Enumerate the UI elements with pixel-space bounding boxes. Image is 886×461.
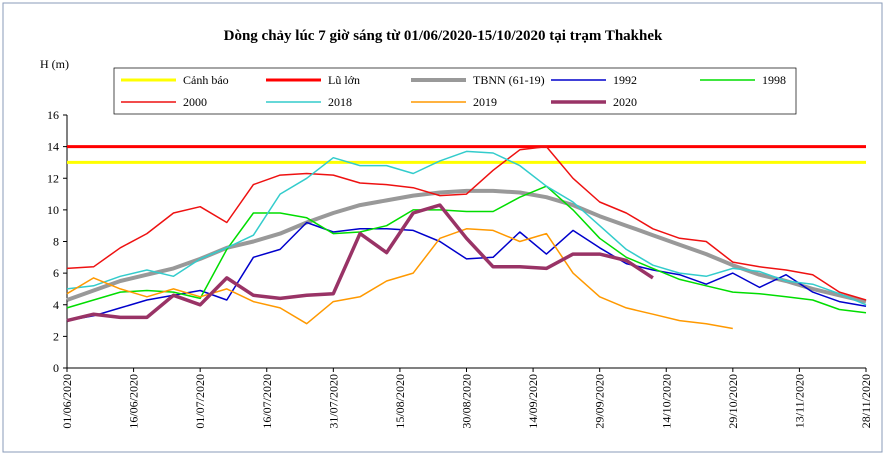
chart-title: Dòng chảy lúc 7 giờ sáng từ 01/06/2020-1… bbox=[224, 28, 663, 44]
series-line bbox=[66, 145, 867, 301]
x-tick-label: 14/10/2020 bbox=[659, 374, 673, 429]
legend-label: Cảnh báo bbox=[183, 73, 229, 87]
legend-label: 2000 bbox=[183, 95, 207, 109]
x-tick-label: 14/09/2020 bbox=[526, 374, 540, 429]
y-tick-label: 12 bbox=[47, 171, 59, 185]
legend-label: 2020 bbox=[613, 95, 637, 109]
x-tick-label: 28/11/2020 bbox=[859, 374, 873, 428]
legend-label: 2018 bbox=[328, 95, 352, 109]
x-tick-label: 15/08/2020 bbox=[393, 374, 407, 429]
y-tick-label: 14 bbox=[47, 140, 59, 154]
y-axis-label: H (m) bbox=[40, 57, 69, 71]
x-tick-label: 16/06/2020 bbox=[127, 374, 141, 429]
x-tick-label: 31/07/2020 bbox=[326, 374, 340, 429]
legend-label: Lũ lớn bbox=[328, 73, 360, 87]
legend bbox=[113, 67, 797, 115]
series-line bbox=[66, 185, 867, 314]
y-tick-label: 2 bbox=[53, 329, 59, 343]
x-tick-label: 16/07/2020 bbox=[260, 374, 274, 429]
x-tick-label: 29/10/2020 bbox=[726, 374, 740, 429]
y-tick-label: 8 bbox=[53, 235, 59, 249]
y-tick-label: 16 bbox=[47, 108, 59, 122]
series-line bbox=[66, 203, 654, 323]
y-tick-label: 6 bbox=[53, 266, 59, 280]
legend-label: 1998 bbox=[762, 73, 786, 87]
x-tick-label: 13/11/2020 bbox=[792, 374, 806, 428]
series-line bbox=[66, 150, 867, 306]
series-line bbox=[66, 228, 733, 330]
series-line bbox=[66, 221, 867, 322]
y-tick-label: 4 bbox=[53, 298, 59, 312]
x-tick-label: 29/09/2020 bbox=[593, 374, 607, 429]
y-tick-label: 10 bbox=[47, 203, 59, 217]
legend-label: 2019 bbox=[473, 95, 497, 109]
y-tick-label: 0 bbox=[53, 361, 59, 375]
x-tick-label: 30/08/2020 bbox=[460, 374, 474, 429]
legend-label: 1992 bbox=[613, 73, 637, 87]
x-tick-label: 01/07/2020 bbox=[193, 374, 207, 429]
legend-label: TBNN (61-19) bbox=[473, 73, 545, 87]
x-tick-label: 01/06/2020 bbox=[60, 374, 74, 429]
